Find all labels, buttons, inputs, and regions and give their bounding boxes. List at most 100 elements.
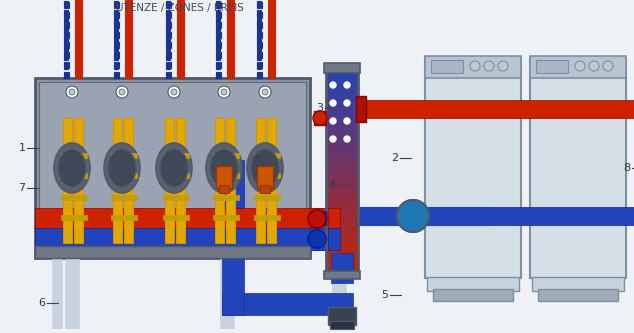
Circle shape	[498, 61, 508, 71]
Bar	[257, 166, 273, 188]
Bar	[327, 89, 357, 92]
Bar	[216, 37, 220, 42]
Bar	[216, 52, 221, 58]
Bar	[327, 81, 357, 84]
Bar	[72, 195, 87, 200]
Bar	[64, 28, 68, 33]
Bar	[327, 208, 357, 211]
Bar	[35, 208, 340, 230]
Bar	[64, 52, 69, 58]
Bar	[327, 162, 357, 165]
Bar	[64, 37, 68, 42]
Bar	[213, 153, 228, 158]
Bar	[174, 173, 189, 178]
Text: 3: 3	[316, 103, 323, 113]
Circle shape	[330, 82, 336, 88]
Bar	[224, 153, 239, 158]
Bar	[327, 102, 357, 105]
Bar	[326, 65, 358, 275]
Bar	[257, 46, 261, 51]
Bar	[166, 62, 171, 68]
Circle shape	[330, 118, 336, 124]
Bar	[52, 258, 62, 328]
Bar	[431, 60, 463, 73]
Circle shape	[66, 86, 78, 98]
Bar	[216, 64, 220, 69]
Bar	[327, 185, 357, 188]
Bar	[224, 195, 239, 200]
Bar	[327, 94, 357, 97]
Ellipse shape	[210, 149, 238, 187]
Circle shape	[69, 89, 75, 95]
Circle shape	[575, 61, 585, 71]
Bar	[427, 277, 519, 291]
Bar	[257, 62, 262, 68]
Circle shape	[262, 89, 268, 95]
Bar	[327, 125, 357, 129]
Circle shape	[119, 89, 125, 95]
Bar	[122, 153, 137, 158]
Bar	[536, 60, 568, 73]
Bar	[64, 32, 69, 38]
Bar	[216, 1, 220, 6]
Circle shape	[313, 211, 327, 225]
Bar	[222, 293, 353, 315]
Circle shape	[344, 118, 350, 124]
Bar	[216, 62, 221, 68]
Bar	[327, 211, 357, 214]
Bar	[327, 105, 357, 108]
Bar	[224, 173, 239, 178]
Circle shape	[218, 86, 230, 98]
Bar	[327, 73, 357, 76]
Bar	[327, 92, 357, 95]
Bar	[327, 193, 357, 196]
Bar	[72, 215, 87, 220]
Bar	[219, 185, 229, 193]
Circle shape	[308, 210, 326, 228]
Bar	[314, 211, 326, 225]
Circle shape	[344, 100, 350, 106]
Circle shape	[171, 89, 177, 95]
Bar	[114, 55, 118, 60]
Bar	[327, 112, 357, 116]
Bar	[114, 28, 118, 33]
Bar	[327, 245, 357, 248]
Bar	[327, 250, 357, 253]
Bar	[61, 173, 76, 178]
Bar	[257, 42, 262, 48]
Bar	[257, 37, 261, 42]
Bar	[327, 198, 357, 201]
Circle shape	[313, 111, 327, 125]
Bar	[327, 133, 357, 136]
Bar	[166, 2, 171, 8]
Bar	[61, 195, 76, 200]
Bar	[327, 68, 357, 71]
Bar	[254, 153, 269, 158]
Bar	[213, 195, 228, 200]
Bar	[327, 240, 357, 243]
Bar	[327, 151, 357, 155]
Bar	[111, 173, 126, 178]
Bar	[433, 289, 513, 301]
Bar	[327, 79, 357, 82]
Bar	[257, 10, 261, 15]
Bar	[332, 275, 346, 328]
Bar	[327, 206, 357, 209]
Bar	[327, 260, 357, 264]
Circle shape	[330, 136, 336, 142]
Circle shape	[330, 100, 336, 106]
Bar	[327, 175, 357, 178]
Bar	[166, 64, 170, 69]
Bar	[114, 72, 119, 78]
Circle shape	[470, 61, 480, 71]
Bar	[324, 271, 360, 279]
Bar	[530, 56, 626, 78]
Bar	[166, 72, 171, 78]
Bar	[425, 56, 521, 78]
Bar	[327, 203, 357, 206]
Bar	[64, 42, 69, 48]
Bar	[114, 52, 119, 58]
Bar	[256, 118, 265, 243]
Bar	[39, 82, 306, 254]
Bar	[114, 62, 119, 68]
